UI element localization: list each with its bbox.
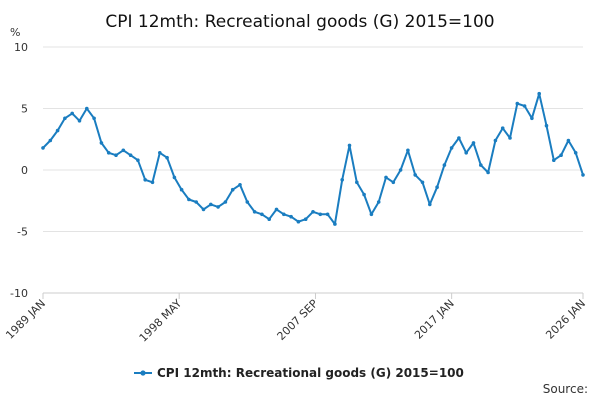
- data-point[interactable]: [340, 178, 345, 182]
- gridlines: [43, 46, 583, 232]
- data-point[interactable]: [311, 210, 315, 214]
- data-point[interactable]: [398, 168, 403, 172]
- data-point[interactable]: [391, 180, 396, 185]
- data-point[interactable]: [318, 212, 323, 217]
- chart-title: CPI 12mth: Recreational goods (G) 2015=1…: [105, 12, 494, 32]
- data-point[interactable]: [296, 219, 301, 224]
- data-point[interactable]: [435, 185, 439, 189]
- y-tick-label: 5: [21, 103, 28, 116]
- data-point[interactable]: [216, 205, 220, 209]
- data-point[interactable]: [406, 148, 410, 153]
- legend-swatch-marker: [140, 370, 146, 376]
- x-axis-ticks: 1989 JAN 1998 MAY 2007 SEP 2017 JAN 2026 JAN: [3, 293, 588, 345]
- data-point[interactable]: [114, 153, 118, 157]
- y-axis-ticks: -10 -5 0 5 10: [10, 41, 28, 300]
- data-point[interactable]: [479, 163, 483, 167]
- data-point[interactable]: [289, 214, 293, 219]
- data-point[interactable]: [566, 138, 571, 143]
- data-point[interactable]: [515, 101, 520, 106]
- data-point[interactable]: [552, 158, 556, 162]
- legend-label: CPI 12mth: Recreational goods (G) 2015=1…: [157, 366, 464, 380]
- data-point[interactable]: [442, 163, 447, 167]
- data-point[interactable]: [464, 151, 469, 155]
- data-point[interactable]: [252, 210, 257, 214]
- data-point[interactable]: [573, 151, 578, 155]
- series-group: [41, 91, 585, 226]
- data-point[interactable]: [530, 116, 534, 121]
- data-point[interactable]: [158, 151, 162, 155]
- data-point[interactable]: [325, 212, 330, 217]
- data-point[interactable]: [260, 212, 264, 217]
- data-point[interactable]: [303, 217, 308, 221]
- data-point[interactable]: [413, 173, 418, 177]
- source-label: Source:: [543, 382, 588, 396]
- data-point[interactable]: [187, 197, 191, 202]
- data-point[interactable]: [508, 136, 512, 140]
- x-tick-label: 2026 JAN: [543, 297, 588, 342]
- series-line: [42, 92, 584, 226]
- data-point[interactable]: [150, 180, 155, 185]
- data-point[interactable]: [55, 128, 60, 133]
- y-axis-unit-label: %: [10, 26, 20, 39]
- data-point[interactable]: [136, 158, 140, 162]
- data-point[interactable]: [128, 153, 133, 157]
- data-point[interactable]: [384, 175, 388, 180]
- data-point[interactable]: [179, 187, 184, 192]
- data-point[interactable]: [500, 126, 505, 130]
- data-point[interactable]: [457, 136, 461, 140]
- data-point[interactable]: [274, 207, 279, 212]
- data-point[interactable]: [362, 192, 366, 197]
- data-point[interactable]: [544, 123, 549, 128]
- data-point[interactable]: [355, 180, 359, 185]
- data-point[interactable]: [143, 178, 147, 182]
- data-point[interactable]: [486, 170, 490, 175]
- data-point[interactable]: [172, 175, 177, 180]
- data-point[interactable]: [77, 119, 82, 123]
- data-point[interactable]: [85, 106, 89, 111]
- data-point[interactable]: [223, 200, 228, 204]
- data-point[interactable]: [106, 151, 111, 155]
- data-point[interactable]: [347, 143, 352, 148]
- data-point[interactable]: [493, 138, 498, 143]
- data-point[interactable]: [238, 183, 242, 187]
- y-tick-label: -5: [17, 226, 28, 239]
- x-tick-label: 1989 JAN: [3, 297, 48, 342]
- data-point[interactable]: [267, 217, 272, 221]
- data-point[interactable]: [165, 155, 169, 160]
- data-point[interactable]: [537, 91, 541, 96]
- data-point[interactable]: [420, 180, 425, 185]
- data-point[interactable]: [70, 111, 74, 116]
- data-point[interactable]: [376, 200, 381, 204]
- x-tick-label: 2007 SEP: [275, 297, 321, 343]
- data-point[interactable]: [333, 222, 337, 226]
- data-point[interactable]: [92, 116, 96, 121]
- x-tick-label: 1998 MAY: [137, 297, 185, 345]
- data-point[interactable]: [245, 200, 250, 204]
- data-point[interactable]: [282, 212, 286, 217]
- data-point[interactable]: [449, 146, 454, 150]
- data-point[interactable]: [41, 146, 45, 150]
- legend[interactable]: CPI 12mth: Recreational goods (G) 2015=1…: [134, 366, 464, 380]
- data-point[interactable]: [209, 202, 213, 207]
- x-tick-label: 2017 JAN: [412, 297, 457, 342]
- data-point[interactable]: [63, 116, 67, 121]
- data-point[interactable]: [230, 187, 235, 192]
- data-point[interactable]: [428, 202, 432, 207]
- y-tick-label: -10: [10, 287, 28, 300]
- y-tick-label: 0: [21, 164, 28, 177]
- data-point[interactable]: [99, 141, 104, 145]
- data-point[interactable]: [369, 212, 374, 217]
- data-point[interactable]: [48, 138, 53, 143]
- data-point[interactable]: [581, 173, 585, 177]
- data-point[interactable]: [522, 104, 527, 108]
- data-point[interactable]: [471, 141, 476, 145]
- data-point[interactable]: [201, 207, 206, 212]
- data-point[interactable]: [194, 200, 198, 204]
- y-tick-label: 10: [14, 41, 28, 54]
- data-point[interactable]: [121, 148, 126, 153]
- data-point[interactable]: [559, 153, 563, 157]
